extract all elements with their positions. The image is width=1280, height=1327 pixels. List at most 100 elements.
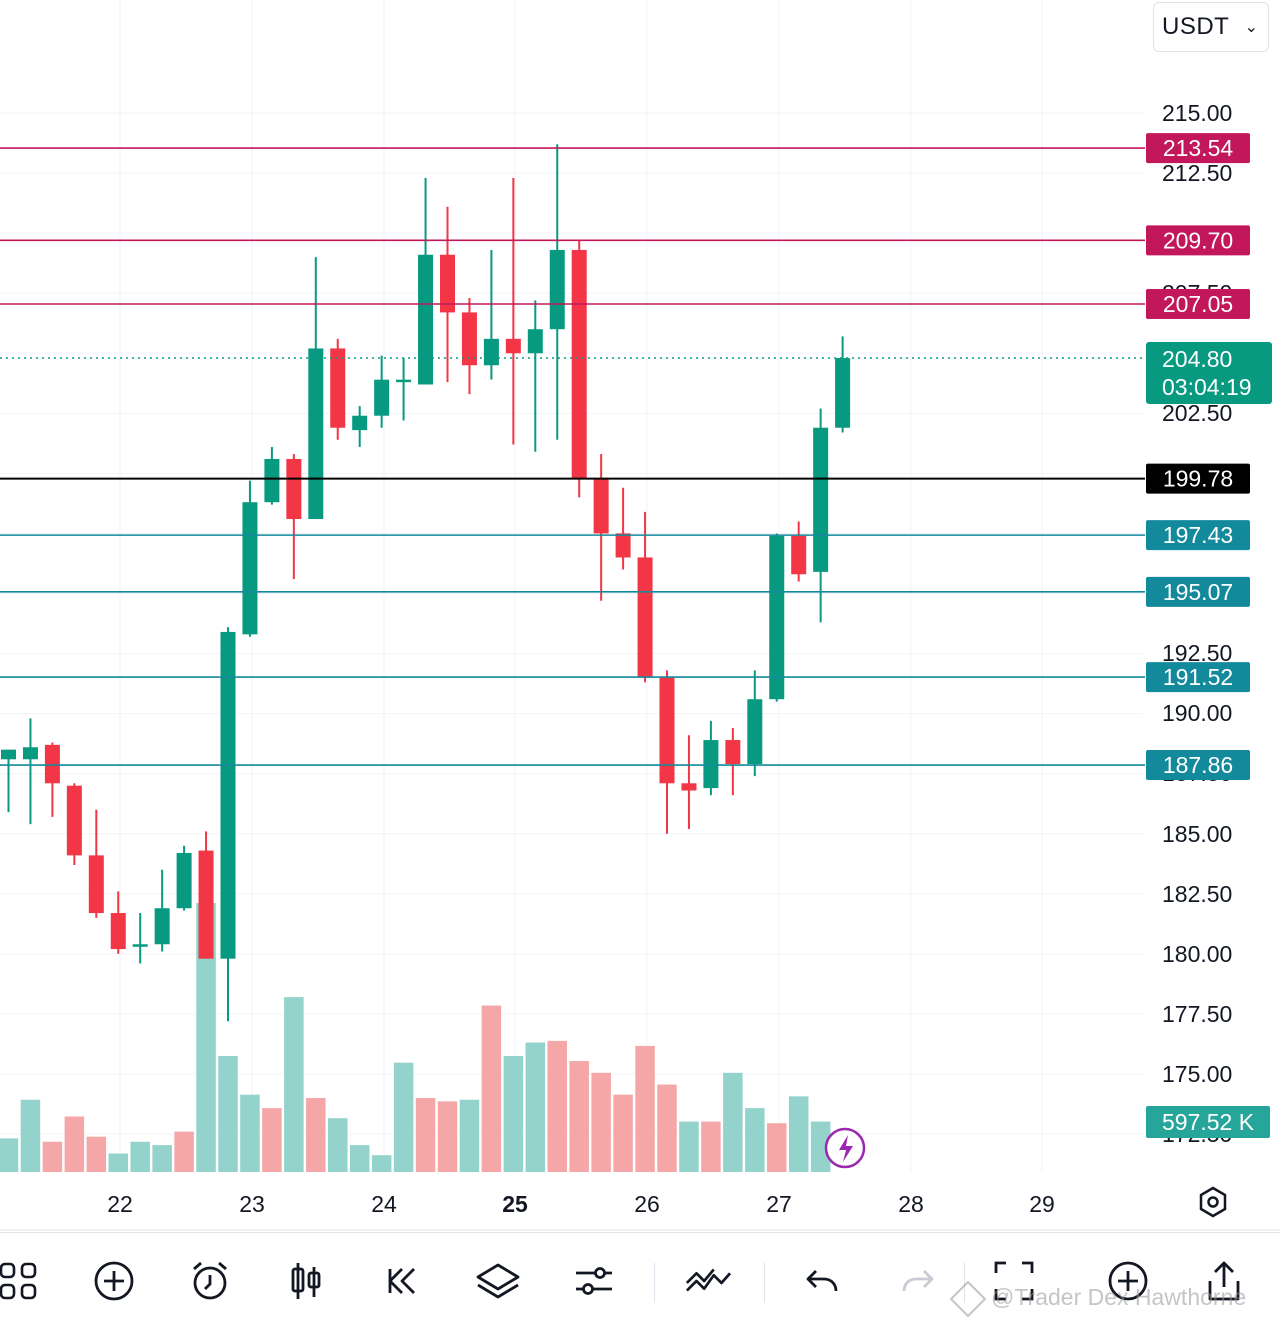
bottom-toolbar: [0, 1232, 1280, 1327]
candle-body: [352, 415, 368, 431]
volume-bar: [328, 1118, 348, 1172]
candle-body: [286, 458, 302, 520]
candle-body: [132, 944, 148, 947]
candle-body: [154, 908, 170, 945]
candle-body: [242, 502, 258, 635]
y-tick-label: 182.50: [1162, 881, 1232, 907]
price-chart[interactable]: 2223242526272829215.00212.50207.50202.50…: [0, 0, 1280, 1232]
candle-body: [66, 785, 82, 856]
volume-value-tag: [1146, 1106, 1270, 1138]
share-icon[interactable]: [1200, 1257, 1248, 1305]
y-tick-label: 192.50: [1162, 640, 1232, 666]
redo-icon[interactable]: [894, 1257, 942, 1305]
volume-bar: [240, 1094, 260, 1172]
y-tick-label: 212.50: [1162, 160, 1232, 186]
candle-body: [264, 458, 280, 503]
lightning-glyph: [839, 1135, 853, 1162]
alarm-clock-icon[interactable]: [186, 1257, 234, 1305]
currency-value: USDT: [1162, 13, 1230, 40]
level-price-label: 195.07: [1163, 579, 1233, 605]
candle-body: [571, 249, 587, 479]
chevron-down-icon: ⌄: [1244, 19, 1258, 36]
volume-bar: [635, 1045, 655, 1172]
y-tick-label: 175.00: [1162, 1061, 1232, 1087]
level-price-tag: [1146, 576, 1250, 607]
candles-icon[interactable]: [282, 1257, 330, 1305]
candle-body: [835, 358, 851, 428]
volume-bar: [569, 1061, 589, 1172]
candle-body: [308, 348, 324, 520]
candle-body: [110, 913, 126, 950]
settings-sliders-icon[interactable]: [570, 1257, 618, 1305]
candle-body: [1, 749, 16, 760]
y-tick-label: 215.00: [1162, 100, 1232, 126]
y-tick-label: 177.50: [1162, 1001, 1232, 1027]
undo-icon[interactable]: [798, 1257, 846, 1305]
volume-bar: [547, 1040, 567, 1172]
x-tick-label: 22: [107, 1191, 133, 1217]
x-tick-label: 26: [634, 1191, 660, 1217]
candle-body: [374, 379, 390, 416]
volume-bar: [745, 1108, 765, 1172]
level-price-label: 209.70: [1163, 227, 1233, 253]
zoom-in-icon[interactable]: [1104, 1257, 1152, 1305]
candle-body: [637, 557, 653, 678]
volume-bar: [371, 1155, 392, 1172]
level-price-tag: [1146, 750, 1250, 781]
candle-body: [615, 533, 631, 558]
x-tick-label: 29: [1029, 1191, 1055, 1217]
add-circle-icon[interactable]: [90, 1257, 138, 1305]
candle-body: [220, 631, 236, 959]
x-tick-label: 25: [502, 1191, 528, 1217]
volume-bar: [503, 1055, 524, 1172]
volume-bar: [613, 1094, 633, 1172]
layers-icon[interactable]: [474, 1257, 522, 1305]
volume-bar: [415, 1098, 436, 1172]
volume-bar: [657, 1084, 677, 1172]
currency-selector[interactable]: USDT ⌄: [1153, 2, 1269, 52]
volume-bar: [130, 1141, 150, 1172]
fullscreen-icon[interactable]: [990, 1257, 1038, 1305]
countdown-label: 03:04:19: [1162, 374, 1252, 400]
level-price-label: 213.54: [1163, 135, 1234, 161]
y-tick-label: 180.00: [1162, 941, 1232, 967]
candle-body: [527, 329, 543, 354]
volume-bar: [679, 1121, 699, 1172]
candle-body: [88, 855, 104, 914]
volume-bar: [459, 1099, 480, 1172]
axis-settings-icon-center: [1207, 1196, 1219, 1208]
replay-rewind-icon[interactable]: [378, 1257, 426, 1305]
x-tick-label: 23: [239, 1191, 265, 1217]
candle-body: [791, 535, 807, 575]
volume-bar: [810, 1121, 831, 1172]
candle-body: [813, 427, 829, 572]
volume-bar: [437, 1101, 458, 1172]
drawing-lines-icon[interactable]: [684, 1257, 732, 1305]
volume-bar: [108, 1153, 128, 1172]
level-price-tag: [1146, 288, 1250, 319]
volume-bar: [767, 1123, 787, 1172]
last-price-tag: [1146, 342, 1272, 405]
candle-body: [593, 478, 609, 534]
volume-bar: [701, 1121, 721, 1172]
volume-bar: [591, 1072, 611, 1172]
level-price-label: 187.86: [1163, 752, 1233, 778]
candle-body: [549, 249, 565, 330]
candle-body: [461, 312, 477, 366]
layout-grid-icon[interactable]: [0, 1257, 42, 1305]
y-tick-label: 190.00: [1162, 700, 1232, 726]
last-price-label: 204.80: [1162, 346, 1232, 372]
volume-bar: [284, 997, 304, 1172]
candle-body: [659, 677, 675, 784]
volume-bar: [196, 903, 216, 1172]
watermark-logo-icon: [949, 1280, 987, 1318]
level-price-tag: [1146, 662, 1250, 693]
candle-body: [330, 348, 346, 428]
candle-body: [22, 747, 38, 760]
candle-body: [681, 783, 697, 791]
candle-body: [44, 744, 60, 784]
axis-settings-icon[interactable]: [1199, 1186, 1227, 1218]
volume-bar: [152, 1145, 172, 1172]
watermark-text: @Trader Dex Hawthorne: [991, 1284, 1247, 1310]
watermark: @Trader Dex Hawthorne: [949, 1280, 1247, 1318]
